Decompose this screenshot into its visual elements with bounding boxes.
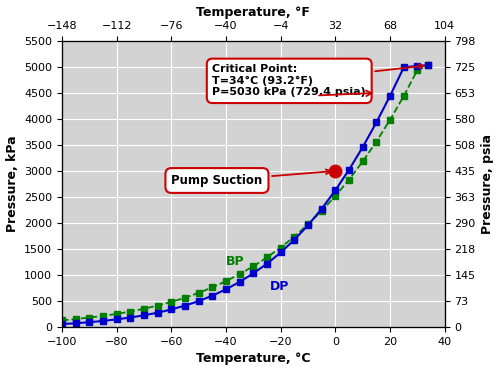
Y-axis label: Pressure, psia: Pressure, psia xyxy=(482,134,494,234)
Text: Critical Point:
T=34°C (93.2°F)
P=5030 kPa (729.4 psia): Critical Point: T=34°C (93.2°F) P=5030 k… xyxy=(212,64,424,98)
Text: Pump Suction: Pump Suction xyxy=(172,170,330,187)
Text: BP: BP xyxy=(226,255,244,268)
Y-axis label: Pressure, kPa: Pressure, kPa xyxy=(6,136,18,232)
X-axis label: Temperature, °F: Temperature, °F xyxy=(196,6,310,19)
X-axis label: Temperature, °C: Temperature, °C xyxy=(196,352,310,365)
Text: DP: DP xyxy=(270,280,289,293)
